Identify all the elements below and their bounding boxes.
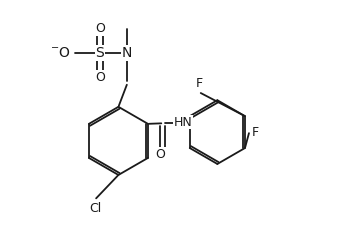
Text: F: F <box>251 125 259 139</box>
Text: HN: HN <box>174 116 193 129</box>
Text: $\mathregular{^{-}}$O: $\mathregular{^{-}}$O <box>50 46 71 60</box>
Text: O: O <box>155 147 165 161</box>
Text: S: S <box>95 46 104 60</box>
Text: O: O <box>95 71 105 84</box>
Text: F: F <box>196 77 203 90</box>
Text: N: N <box>122 46 132 60</box>
Text: Cl: Cl <box>89 202 101 215</box>
Text: O: O <box>95 22 105 35</box>
